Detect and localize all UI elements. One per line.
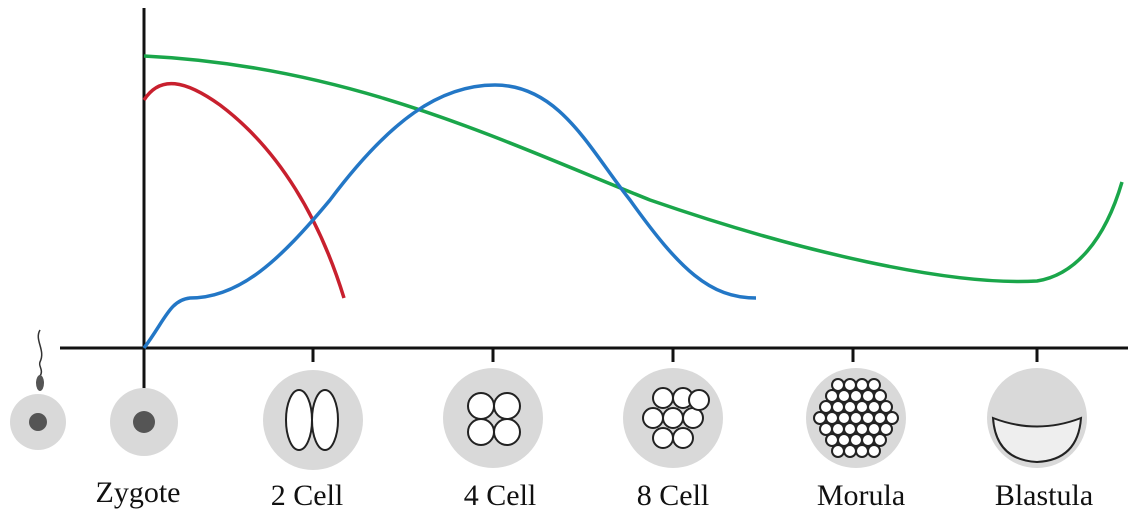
red-curve [144,84,344,298]
blastomere [653,388,673,408]
blastomere [832,423,844,435]
blastomere [832,379,844,391]
blastomere [689,390,709,410]
blastomere [874,434,886,446]
blastomere [673,428,693,448]
stage-label: Morula [817,479,905,512]
sperm-tail [38,330,41,376]
blastomere [286,390,312,450]
blastomere [826,390,838,402]
stage-label: 4 Cell [464,479,537,512]
blastomere [838,412,850,424]
four-cell [443,368,543,468]
blastomere [844,379,856,391]
blastomere [886,412,898,424]
curves [144,56,1122,348]
blastomere [850,390,862,402]
blastomere [643,408,663,428]
blastomere [856,445,868,457]
blastomere [868,379,880,391]
blastomere [874,412,886,424]
blastomere [856,423,868,435]
blastomere [874,390,886,402]
blastomere [880,401,892,413]
embryo-development-diagram: Zygote 2 Cell 4 Cell 8 Cell Morula Blast… [0,0,1128,519]
blastomere [862,434,874,446]
blastomere [832,401,844,413]
stage-label: 2 Cell [271,479,344,512]
blastomere [663,408,683,428]
stage-label: 8 Cell [637,479,710,512]
blastomere [494,393,520,419]
blastomere [862,390,874,402]
stage-label: Zygote [96,476,181,509]
cell-icons [10,330,1087,470]
stage-label: Blastula [995,479,1093,512]
blastomere [312,390,338,450]
blastomere [468,419,494,445]
blastomere [820,423,832,435]
blastomere [494,419,520,445]
axes [60,8,1128,392]
blastomere [862,412,874,424]
blastomere [844,401,856,413]
blastomere [850,434,862,446]
blastomere [868,401,880,413]
blastomere [880,423,892,435]
nucleus [133,411,155,433]
blastomere [856,379,868,391]
blastomere [826,434,838,446]
blastomere [868,423,880,435]
blastomere [838,434,850,446]
blastomere [820,401,832,413]
blastomere [826,412,838,424]
blastomere [468,393,494,419]
blastomere [856,401,868,413]
blastomere [868,445,880,457]
blastomere [844,423,856,435]
blastomere [832,445,844,457]
blastomere [844,445,856,457]
blastomere [683,408,703,428]
blastomere [653,428,673,448]
green-curve [144,56,1122,281]
blue-curve [144,85,756,348]
blastomere [814,412,826,424]
blastomere [838,390,850,402]
labels: Zygote 2 Cell 4 Cell 8 Cell Morula Blast… [96,476,1094,512]
nucleus [29,413,47,431]
sperm-head [36,375,44,391]
blastomere [850,412,862,424]
